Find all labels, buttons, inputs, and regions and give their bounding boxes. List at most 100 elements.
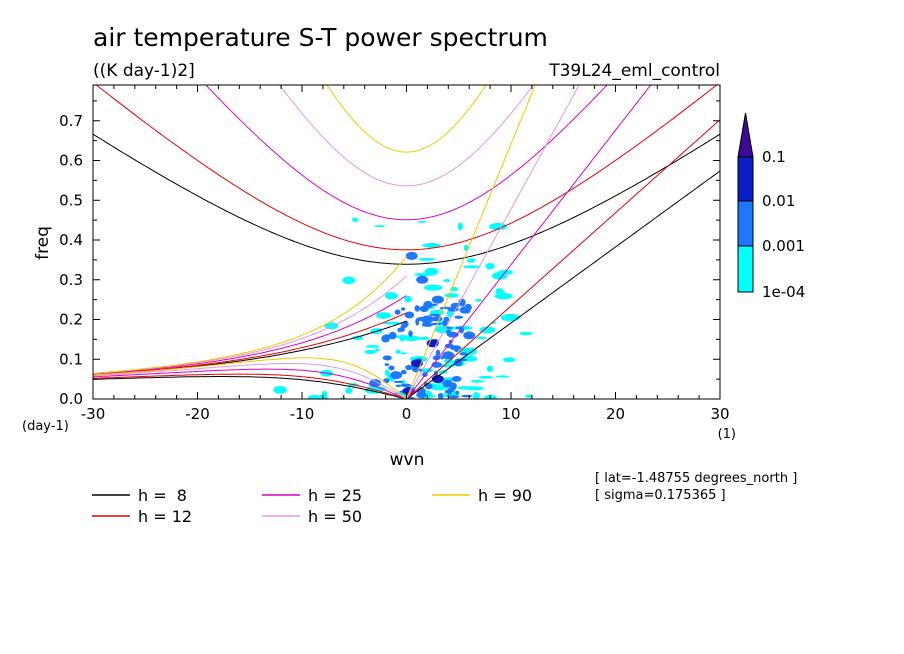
y-tick-label: 0.5 [59, 191, 83, 209]
spectrum-cell [467, 258, 476, 263]
legend-label: h = 8 [138, 486, 187, 505]
spectrum-cell [431, 322, 442, 326]
rossby-curve [93, 368, 407, 399]
spectrum-cell [447, 387, 452, 396]
spectrum-cell [459, 306, 470, 314]
x-axis-label: wvn [390, 450, 425, 470]
spectrum-cell [384, 363, 390, 366]
sigma-annotation: [ sigma=0.175365 ] [595, 488, 726, 503]
spectrum-cell [384, 292, 398, 300]
rossby-curve [93, 376, 407, 399]
plot-frame [92, 84, 721, 400]
spectrum-cell [423, 300, 433, 309]
spectrum-cell [382, 355, 392, 361]
spectrum-cell [416, 387, 426, 395]
spectrum-cell [432, 355, 441, 361]
x-unit-label: (1) [718, 427, 736, 442]
spectrum-cell [384, 369, 390, 376]
colorbar-arrow [737, 112, 754, 158]
spectrum-cell [382, 334, 391, 341]
spectrum-cell [447, 395, 460, 399]
spectrum-cell [476, 336, 487, 340]
spectrum-cell [486, 365, 494, 373]
spectrum-cell [399, 336, 406, 342]
rossby-curve [93, 373, 407, 399]
spectrum-cell [429, 303, 438, 306]
spectrum-cell [428, 313, 441, 317]
kelvin-curve [406, 85, 580, 399]
spectrum-cell [519, 331, 533, 336]
spectrum-cell [352, 335, 364, 341]
y-axis: 0.0 0.1 0.2 0.3 0.4 0.5 0.6 0.7 [59, 100, 720, 408]
lat-annotation: [ lat=-1.48755 degrees_north ] [595, 471, 797, 486]
spectrum-cell [416, 275, 429, 284]
mrg-curve [93, 320, 407, 376]
spectrum-cell [453, 345, 458, 350]
legend-label: h = 12 [138, 507, 192, 526]
spectrum-cell [431, 295, 444, 304]
y-tick-label: 0.2 [59, 311, 83, 329]
spectrum-cell [459, 326, 465, 334]
mrg-curve [93, 256, 407, 374]
spectrum-cell [408, 330, 413, 337]
spectrum-cell [462, 265, 482, 269]
kelvin-curve [406, 85, 536, 399]
mrg-curve [93, 295, 407, 375]
spectrum-cell [365, 345, 380, 348]
spectrum-cell [345, 387, 353, 394]
spectrum-cell [376, 312, 392, 319]
y-tick-label: 0.6 [59, 152, 83, 170]
curve-group [93, 85, 652, 399]
spectrum-cell [417, 336, 430, 340]
spectrum-cell [437, 392, 444, 399]
spectrum-cell [273, 386, 287, 394]
curve-group [93, 133, 720, 399]
spectrum-cell [400, 369, 407, 375]
colorbar-label: 0.01 [762, 192, 795, 210]
spectrum-fill [273, 217, 533, 399]
spectrum-cell [429, 309, 445, 315]
spectrum-cell [495, 375, 510, 378]
spectrum-cell [455, 390, 460, 395]
colorbar-segment [737, 200, 754, 247]
spectrum-cell [478, 375, 494, 379]
spectrum-cell [461, 394, 473, 398]
y-axis-label: freq [33, 226, 53, 260]
y-unit-label: (day-1) [22, 419, 69, 434]
spectrum-cell [374, 348, 380, 352]
spectrum-cell [374, 225, 386, 228]
x-tick-label: -10 [290, 405, 315, 423]
legend-label: h = 90 [478, 486, 532, 505]
spectrum-cell [388, 365, 395, 371]
x-tick-label: 20 [606, 405, 625, 423]
spectrum-cell [404, 311, 415, 319]
spectrum-cell [457, 222, 463, 231]
spectrum-cell [421, 315, 434, 324]
run-label: T39L24_eml_control [548, 61, 720, 81]
spectrum-cell [454, 349, 459, 353]
spectrum-cell [351, 217, 359, 222]
gravity-curve [326, 85, 487, 153]
spectrum-cell [405, 251, 418, 260]
x-tick-label: 30 [710, 405, 729, 423]
legend-label: h = 50 [308, 507, 362, 526]
x-tick-label: 10 [501, 405, 520, 423]
spectrum-cell [400, 307, 406, 311]
spectrum-cell [404, 335, 421, 342]
spectrum-cell [394, 309, 401, 315]
chart-title: air temperature S-T power spectrum [93, 23, 548, 52]
spectrum-cell [472, 392, 480, 399]
spectrum-cell [399, 352, 408, 355]
spectrum-cell [464, 386, 485, 391]
spectrum-cell [415, 318, 420, 326]
spectrum-cell [382, 321, 401, 325]
colorbar-label: 0.001 [762, 237, 805, 255]
kelvin-curve [406, 170, 720, 399]
gravity-curve [279, 85, 534, 187]
spectrum-cell [418, 257, 436, 261]
spectrum-cell [444, 293, 459, 298]
spectrum-cell [421, 322, 434, 327]
spectrum-cell [395, 384, 402, 388]
x-tick-label: 0 [402, 405, 412, 423]
